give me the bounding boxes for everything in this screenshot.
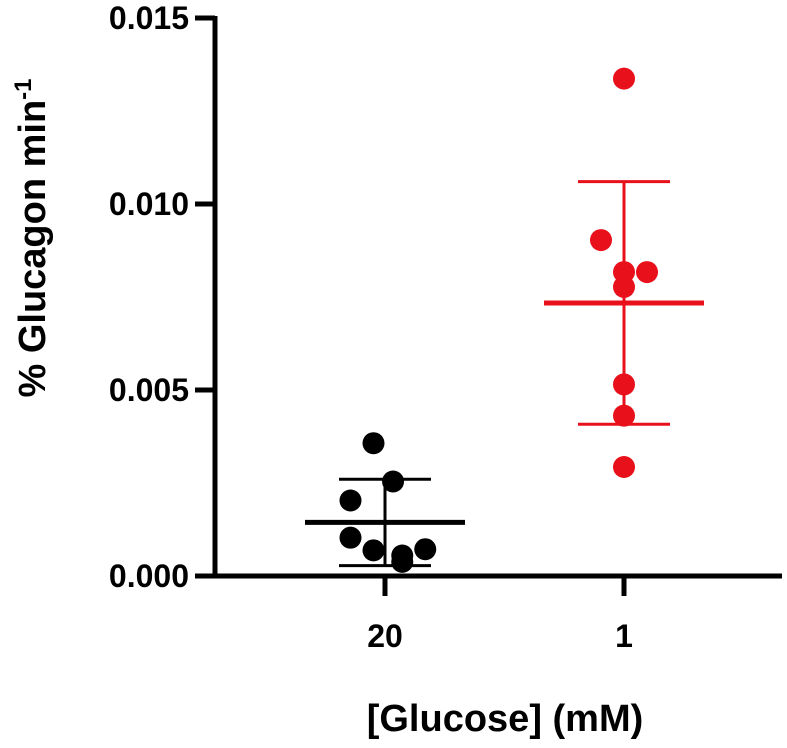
data-point [590, 229, 612, 252]
data-point [382, 470, 405, 493]
x-ticks: 20 1 [367, 576, 633, 654]
data-point [613, 67, 635, 90]
data-point [339, 526, 362, 549]
data-point [613, 456, 635, 479]
y-axis-title-main: % Glucagon min [12, 100, 54, 398]
y-axis-title-superscript: -1 [10, 78, 37, 99]
x-tick-label: 20 [367, 618, 403, 654]
data-point [339, 489, 362, 512]
error-bars [305, 180, 704, 568]
data-point [362, 432, 385, 455]
data-point [414, 538, 437, 561]
x-axis-title: [Glucose] (mM) [367, 698, 644, 740]
y-tick-label: 0.015 [109, 0, 189, 36]
y-tick-label: 0.005 [109, 372, 189, 408]
y-tick-label: 0.000 [109, 558, 189, 594]
data-point [391, 550, 414, 573]
x-tick-label: 1 [615, 618, 633, 654]
y-tick-label: 0.010 [109, 186, 189, 222]
data-point [362, 539, 385, 562]
axes [212, 16, 782, 579]
y-ticks: 0.000 0.005 0.010 0.015 [109, 0, 215, 594]
y-axis-title: % Glucagon min-1 [10, 78, 54, 397]
data-point [636, 261, 658, 284]
data-points [339, 67, 658, 573]
